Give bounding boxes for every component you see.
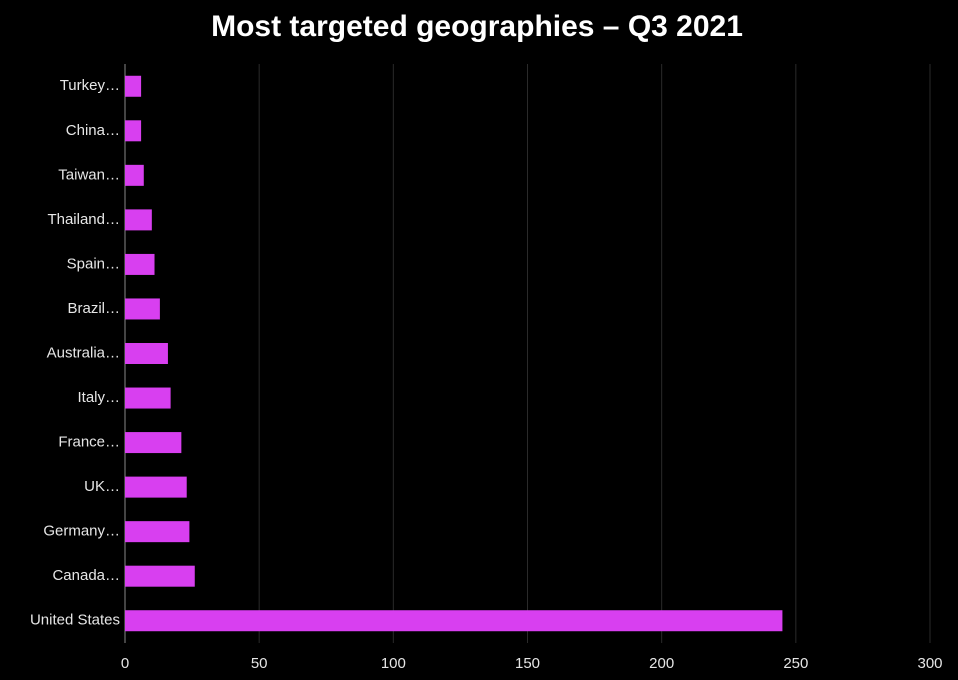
y-tick-label: Canada… — [52, 567, 120, 584]
bar — [125, 253, 155, 275]
x-tick-label: 50 — [251, 655, 268, 672]
bar — [125, 343, 168, 364]
y-tick-label: Taiwan… — [58, 166, 120, 183]
x-tick-label: 150 — [515, 655, 540, 672]
y-tick-label: Spain… — [67, 255, 120, 272]
bar — [125, 565, 195, 587]
y-tick-label: Turkey… — [60, 77, 120, 94]
x-tick-label: 200 — [649, 655, 674, 672]
chart-title: Most targeted geographies – Q3 2021 — [211, 10, 743, 43]
y-tick-label: Thailand… — [47, 211, 120, 228]
bar — [125, 209, 152, 231]
bar — [125, 610, 783, 632]
bar — [125, 387, 171, 409]
bar — [125, 432, 182, 454]
bar — [125, 521, 190, 543]
bar — [125, 476, 187, 498]
y-tick-label: Australia… — [47, 344, 120, 361]
bar — [125, 120, 142, 142]
y-tick-label: Italy… — [77, 389, 120, 406]
x-tick-label: 100 — [381, 655, 406, 672]
y-tick-label: United States — [30, 612, 120, 629]
bar — [125, 75, 142, 97]
x-tick-label: 250 — [783, 655, 808, 672]
y-tick-label: China… — [66, 122, 120, 139]
bar — [125, 298, 160, 320]
y-tick-label: France… — [58, 434, 120, 451]
y-tick-label: Germany… — [43, 523, 120, 540]
x-tick-label: 0 — [121, 655, 129, 672]
y-tick-label: UK… — [84, 478, 120, 495]
bar — [125, 164, 144, 186]
x-tick-label: 300 — [917, 655, 942, 672]
y-tick-label: Brazil… — [67, 300, 120, 317]
